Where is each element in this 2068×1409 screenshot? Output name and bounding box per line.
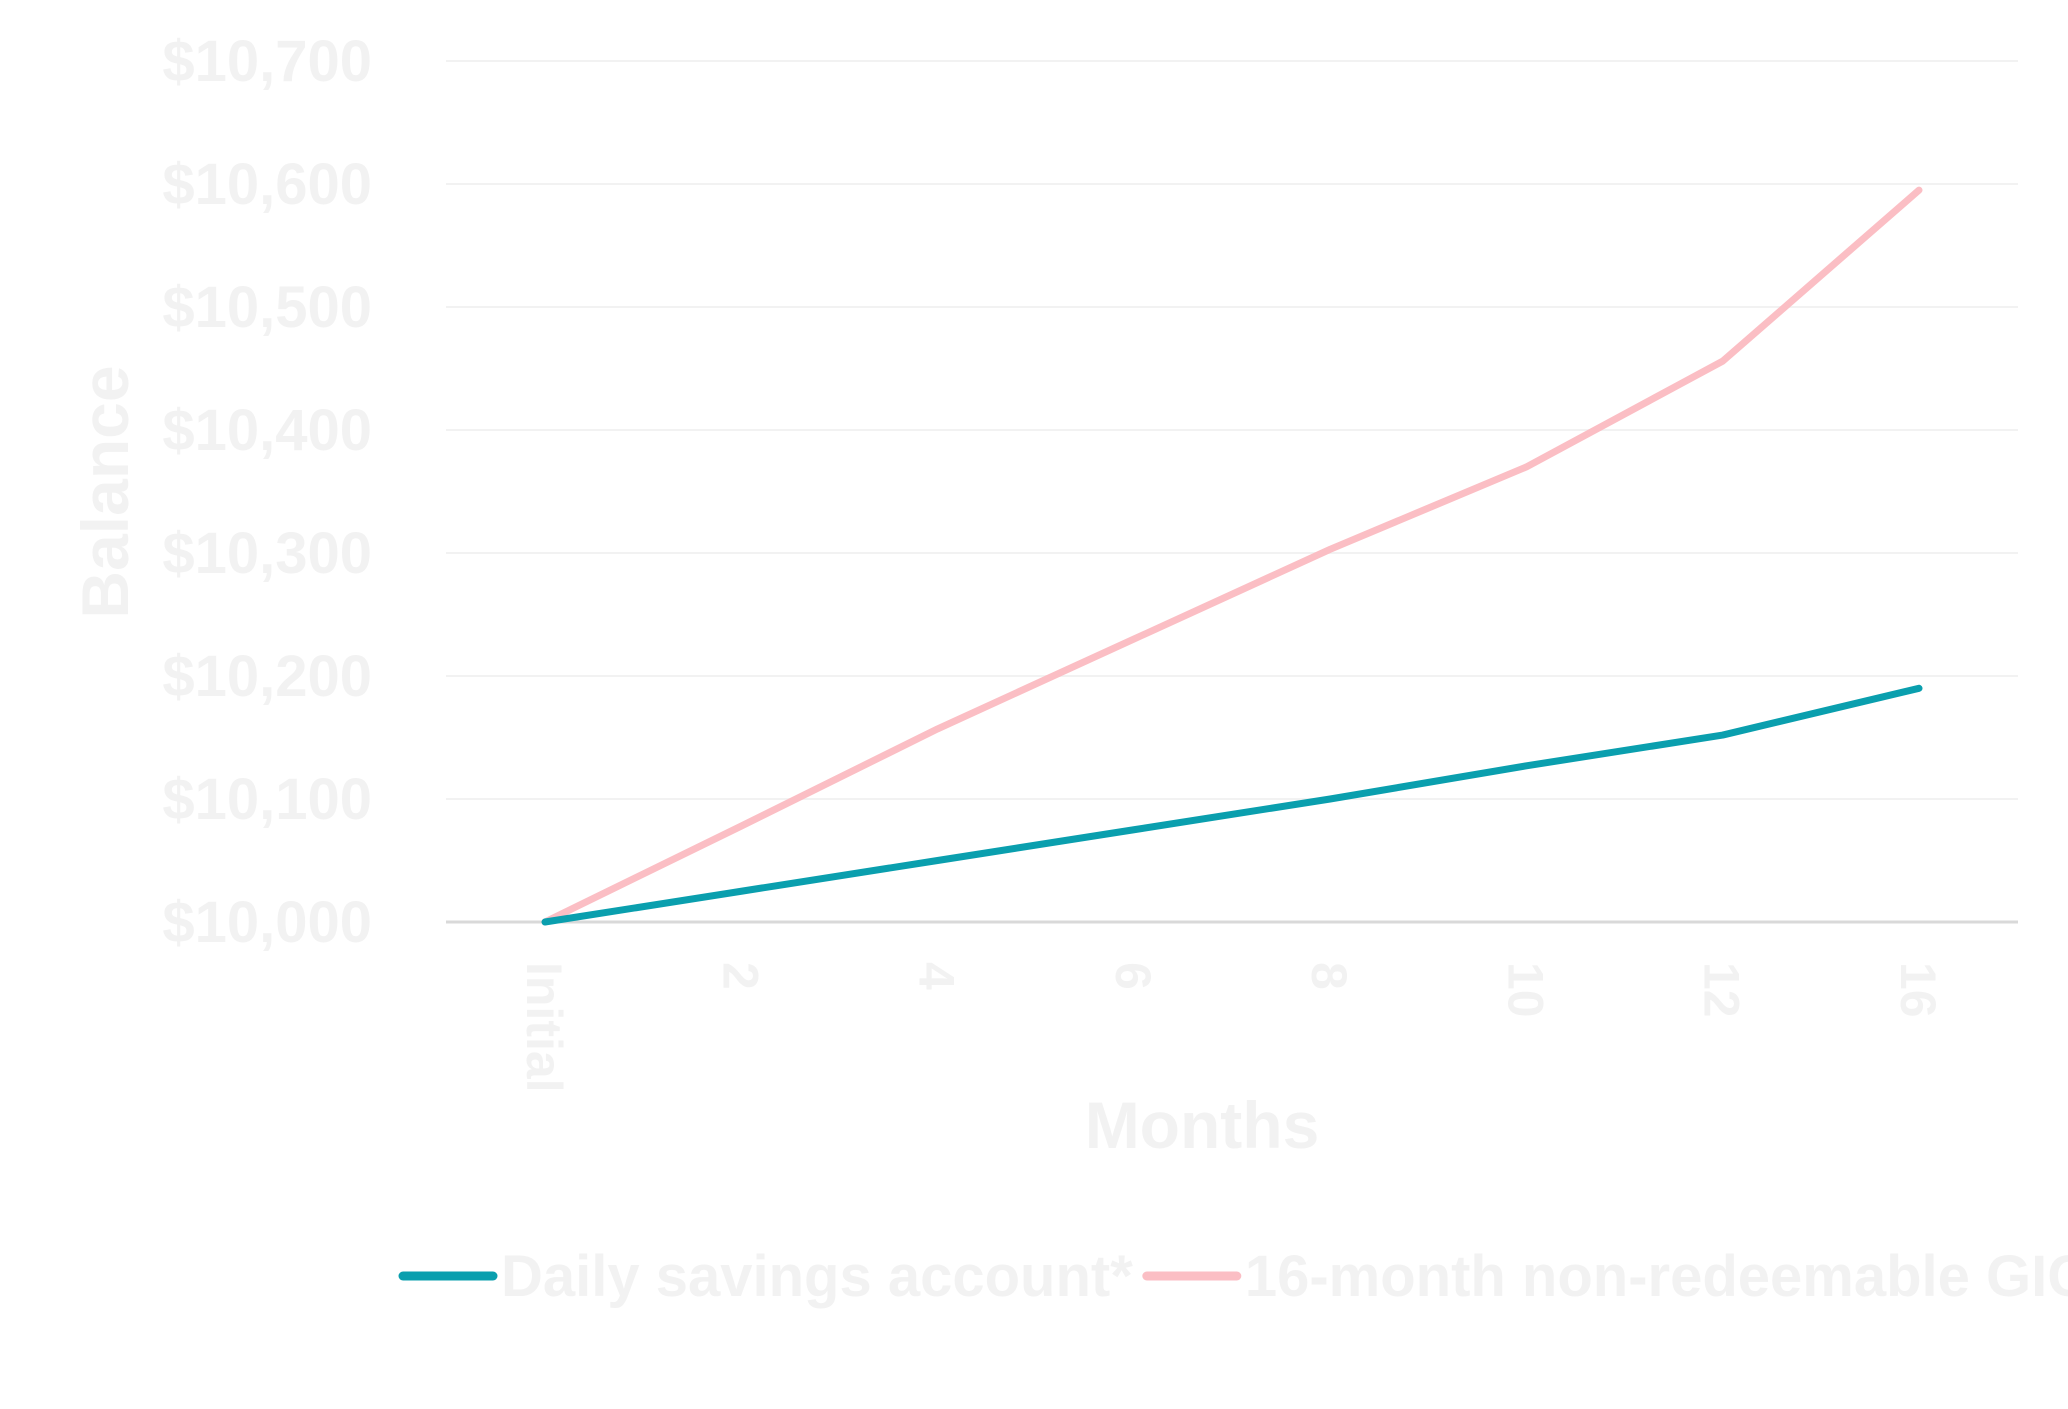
legend: Daily savings account* 16-month non-redee… bbox=[398, 1244, 2068, 1309]
x-tick-label: 4 bbox=[909, 962, 965, 990]
x-tick-label: 12 bbox=[1694, 962, 1750, 1018]
y-tick-label: $10,500 bbox=[162, 275, 372, 340]
y-axis-ticks: $10,000 $10,100 $10,200 $10,300 $10,400 $10,5… bbox=[162, 29, 372, 955]
series-line bbox=[541, 186, 1923, 926]
series-line bbox=[541, 684, 1923, 926]
legend-label: 16-month non-redeemable GIC* bbox=[1245, 1244, 2068, 1309]
y-tick-label: $10,000 bbox=[162, 890, 372, 955]
series-lines bbox=[541, 186, 1923, 926]
x-tick-label: 6 bbox=[1105, 962, 1161, 990]
x-axis-title: Months bbox=[1085, 1088, 1320, 1162]
y-tick-label: $10,300 bbox=[162, 521, 372, 586]
x-tick-label: 2 bbox=[712, 962, 768, 990]
y-tick-label: $10,100 bbox=[162, 767, 372, 832]
x-axis-ticks: Initial 2 4 6 8 10 12 16 bbox=[516, 962, 1946, 1093]
y-tick-label: $10,200 bbox=[162, 644, 372, 709]
legend-label: Daily savings account* bbox=[501, 1244, 1133, 1309]
y-tick-label: $10,700 bbox=[162, 29, 372, 94]
y-axis-title: Balance bbox=[68, 365, 142, 618]
y-tick-label: $10,600 bbox=[162, 152, 372, 217]
gridlines bbox=[446, 60, 2018, 924]
x-tick-label: 8 bbox=[1301, 962, 1357, 990]
x-tick-label: 16 bbox=[1890, 962, 1946, 1018]
x-tick-label: 10 bbox=[1497, 962, 1553, 1018]
x-tick-label: Initial bbox=[516, 962, 572, 1093]
y-tick-label: $10,400 bbox=[162, 398, 372, 463]
